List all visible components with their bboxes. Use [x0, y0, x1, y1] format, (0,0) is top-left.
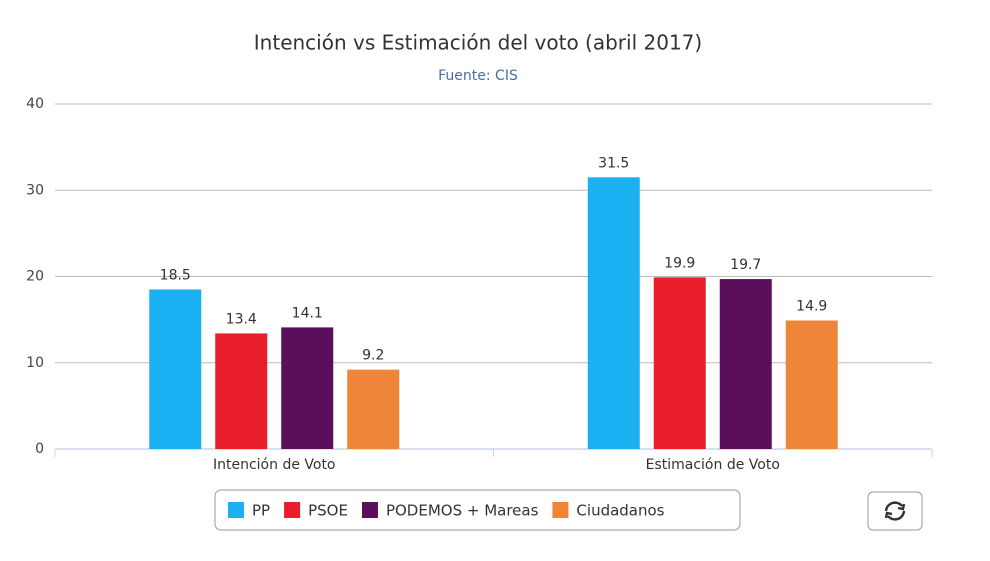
data-label: 18.5 [160, 267, 191, 283]
bar [653, 277, 706, 449]
x-tick-label: Estimación de Voto [646, 457, 780, 473]
legend-swatch[interactable] [552, 502, 569, 518]
data-label: 14.1 [292, 305, 323, 321]
legend-swatch[interactable] [228, 502, 244, 518]
legend-label[interactable]: Ciudadanos [576, 502, 664, 520]
legend-swatch[interactable] [361, 502, 378, 518]
bar [215, 333, 268, 449]
x-tick-label: Intención de Voto [213, 457, 336, 473]
chart-subtitle: Fuente: CIS [438, 68, 518, 84]
bar [281, 327, 334, 449]
bar [785, 320, 838, 449]
legend-box [214, 489, 741, 531]
bar [719, 279, 772, 449]
y-tick-label: 40 [26, 96, 44, 112]
data-label: 13.4 [226, 311, 257, 327]
refresh-button-frame[interactable] [867, 491, 923, 531]
chart-title: Intención vs Estimación del voto (abril … [254, 31, 702, 55]
data-label: 31.5 [598, 155, 629, 171]
bar [149, 289, 202, 449]
refresh-button[interactable] [867, 491, 923, 531]
bar [587, 177, 640, 449]
bar [347, 369, 400, 449]
legend-label[interactable]: PSOE [308, 502, 348, 520]
data-label: 19.7 [730, 257, 761, 273]
legend-label[interactable]: PODEMOS + Mareas [386, 502, 539, 520]
y-tick-label: 0 [35, 441, 44, 457]
data-label: 9.2 [362, 348, 384, 364]
legend-label[interactable]: PP [252, 502, 270, 520]
legend-swatch[interactable] [284, 502, 301, 518]
y-tick-label: 20 [26, 269, 44, 285]
y-tick-label: 10 [26, 355, 44, 371]
data-label: 19.9 [664, 255, 695, 271]
y-tick-label: 30 [26, 182, 44, 198]
refresh-icon[interactable] [884, 501, 906, 521]
data-label: 14.9 [796, 298, 827, 314]
